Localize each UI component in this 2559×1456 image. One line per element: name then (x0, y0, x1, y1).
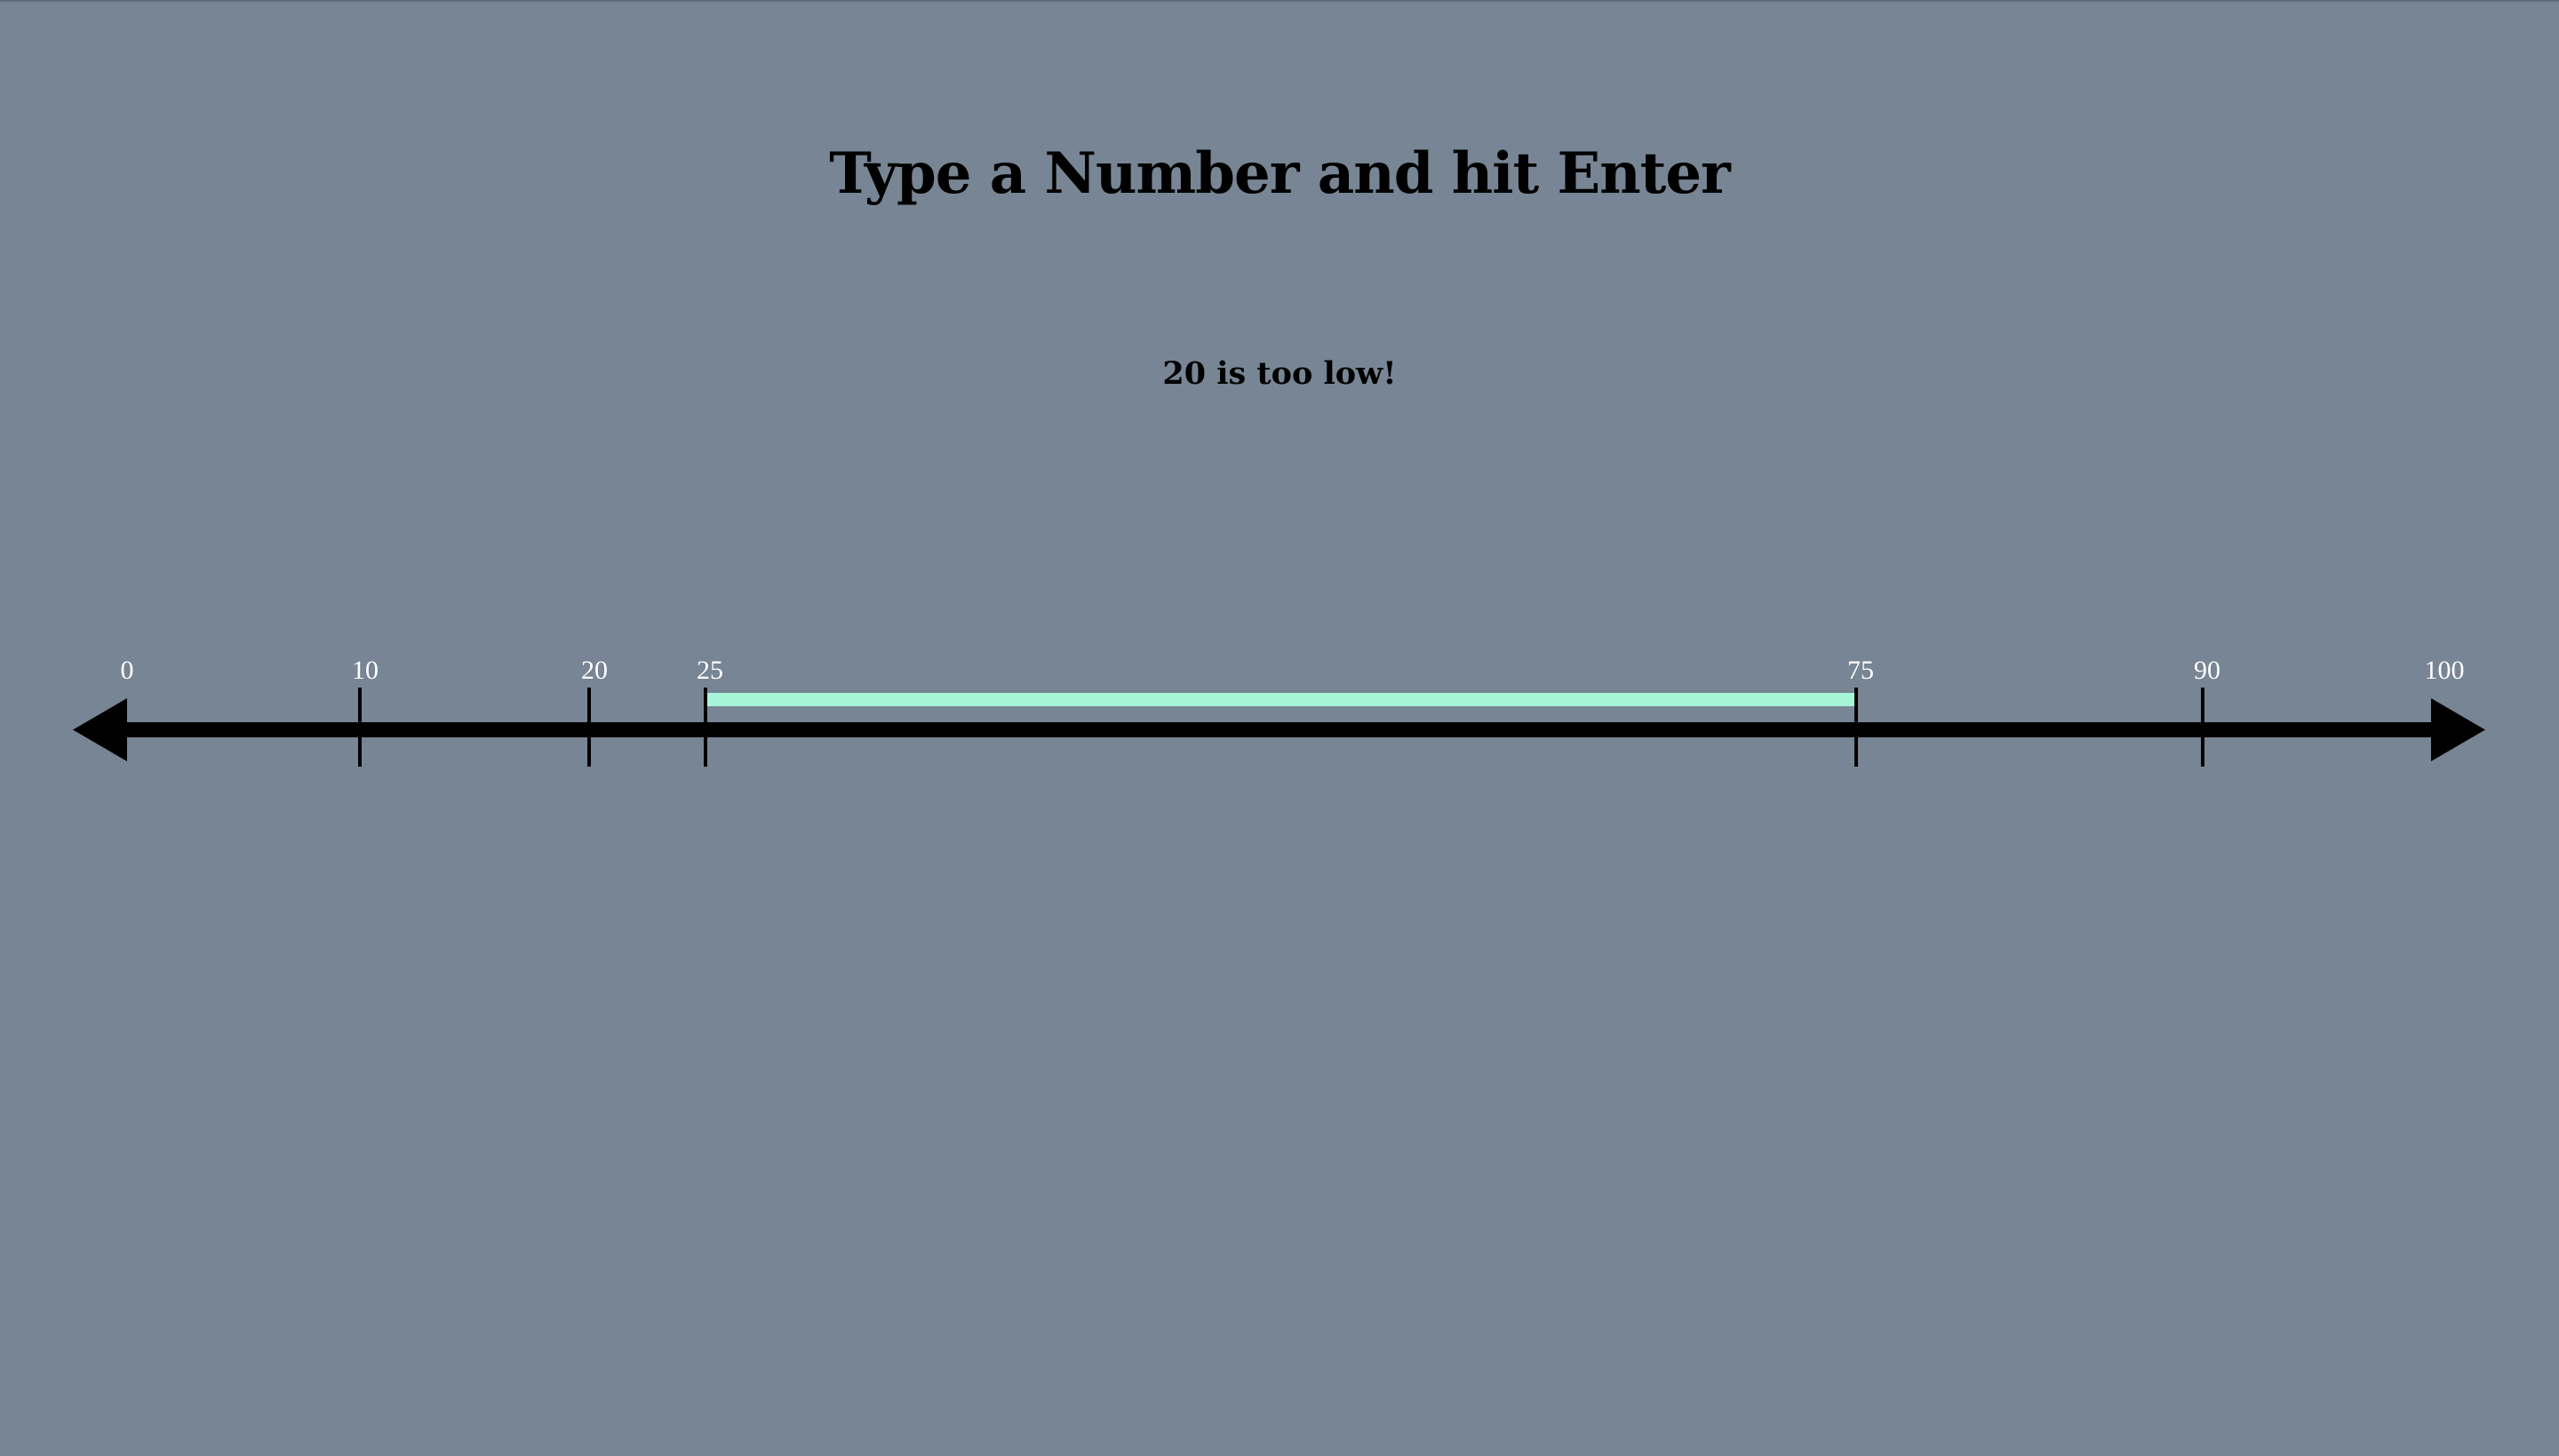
left-arrow-icon (73, 698, 127, 761)
tick-label-100: 100 (2425, 656, 2465, 685)
axis-line (107, 722, 2461, 737)
tick-90 (2201, 688, 2204, 767)
tick-25 (704, 688, 707, 767)
feedback-message: 20 is too low! (1162, 355, 1397, 392)
tick-label-90: 90 (2194, 656, 2220, 685)
tick-10 (358, 688, 362, 767)
top-border (0, 0, 2559, 2)
tick-label-10: 10 (352, 656, 379, 685)
tick-label-0: 0 (121, 656, 134, 685)
highlight-range-bar (706, 693, 1856, 706)
tick-75 (1854, 688, 1858, 767)
tick-label-75: 75 (1847, 656, 1874, 685)
tick-20 (587, 688, 591, 767)
tick-label-25: 25 (697, 656, 723, 685)
tick-label-20: 20 (581, 656, 608, 685)
page-title: Type a Number and hit Enter (829, 140, 1731, 207)
right-arrow-icon (2431, 698, 2485, 761)
